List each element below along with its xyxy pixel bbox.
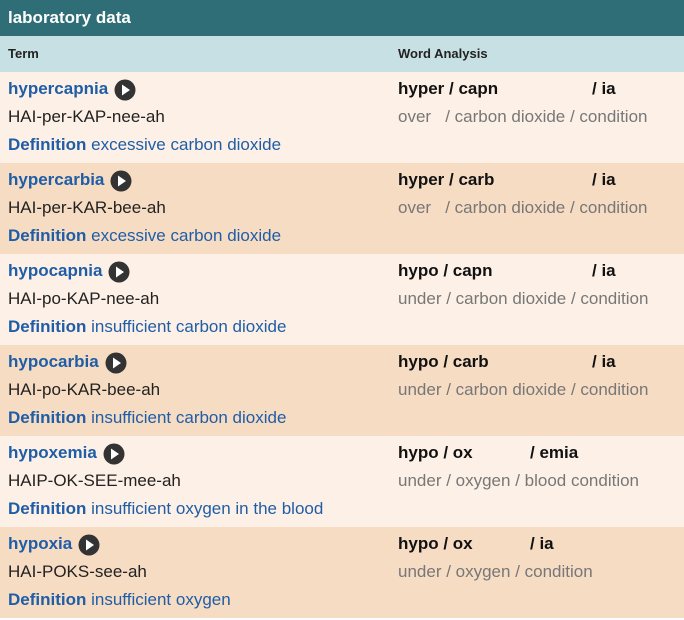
definition-text: excessive carbon dioxide <box>91 226 282 245</box>
definition-label: Definition <box>8 408 87 427</box>
table-row: hypercapnia HAI-per-KAP-nee-ah Definition … <box>0 72 684 163</box>
word-part: hypo / ox <box>398 443 473 462</box>
pronunciation: HAI-POKS-see-ah <box>8 562 147 581</box>
play-button[interactable] <box>105 352 127 374</box>
meaning: under / oxygen / condition <box>398 562 593 581</box>
play-button[interactable] <box>108 261 130 283</box>
definition: Definition excessive carbon dioxide <box>8 135 281 155</box>
definition: Definition excessive carbon dioxide <box>8 226 281 246</box>
column-title: Term <box>8 46 39 61</box>
term[interactable]: hypoxia <box>8 534 73 553</box>
play-button[interactable] <box>103 443 125 465</box>
table-row: hypercarbia HAI-per-KAR-bee-ah Definition … <box>0 163 684 254</box>
table-row: hypoxia HAI-POKS-see-ah Definition insuffi… <box>0 527 684 618</box>
table-row: hypocarbia HAI-po-KAR-bee-ah Definition in… <box>0 345 684 436</box>
term[interactable]: hypercapnia <box>8 79 109 98</box>
word-part: hypo / carb <box>398 352 489 371</box>
column-title: Word Analysis <box>398 46 488 61</box>
definition-text: insufficient oxygen <box>91 590 231 609</box>
word-part: / ia <box>530 534 554 553</box>
table-row: hypoxemia HAIP-OK-SEE-mee-ah Definition in… <box>0 436 684 527</box>
definition: Definition insufficient carbon dioxide <box>8 408 286 428</box>
word-part: / ia <box>592 261 616 280</box>
title-bar: laboratory data <box>0 0 684 36</box>
pronunciation: HAIP-OK-SEE-mee-ah <box>8 471 181 490</box>
word-part: hyper / capn <box>398 79 499 98</box>
definition-label: Definition <box>8 226 87 245</box>
word-part: / ia <box>592 352 616 371</box>
definition-label: Definition <box>8 317 87 336</box>
meaning: over / carbon dioxide / condition <box>398 198 648 217</box>
pronunciation: HAI-per-KAP-nee-ah <box>8 107 165 126</box>
definition-label: Definition <box>8 135 87 154</box>
meaning: under / oxygen / blood condition <box>398 471 640 490</box>
table-row: hypocapnia HAI-po-KAP-nee-ah Definition in… <box>0 254 684 345</box>
meaning: over / carbon dioxide / condition <box>398 107 648 126</box>
pronunciation: HAI-po-KAP-nee-ah <box>8 289 160 308</box>
pronunciation: HAI-po-KAR-bee-ah <box>8 380 161 399</box>
meaning: under / carbon dioxide / condition <box>398 380 649 399</box>
definition: Definition insufficient oxygen in the bl… <box>8 499 323 519</box>
term[interactable]: hypercarbia <box>8 170 105 189</box>
word-part: hyper / carb <box>398 170 495 189</box>
definition-text: insufficient carbon dioxide <box>91 317 287 336</box>
column-header: Term Word Analysis <box>0 36 684 72</box>
word-part: / ia <box>592 79 616 98</box>
definition: Definition insufficient oxygen <box>8 590 231 610</box>
word-part: / emia <box>530 443 579 462</box>
definition-label: Definition <box>8 590 87 609</box>
term[interactable]: hypocarbia <box>8 352 99 371</box>
play-button[interactable] <box>114 79 136 101</box>
word-part: hypo / ox <box>398 534 473 553</box>
rows: hypercapnia HAI-per-KAP-nee-ah Definition … <box>0 72 684 618</box>
play-button[interactable] <box>78 534 100 556</box>
definition-label: Definition <box>8 499 87 518</box>
play-button[interactable] <box>110 170 132 192</box>
definition-text: insufficient carbon dioxide <box>91 408 287 427</box>
definition: Definition insufficient carbon dioxide <box>8 317 286 337</box>
pronunciation: HAI-per-KAR-bee-ah <box>8 198 166 217</box>
definition-text: excessive carbon dioxide <box>91 135 282 154</box>
meaning: under / carbon dioxide / condition <box>398 289 649 308</box>
term[interactable]: hypocapnia <box>8 261 103 280</box>
definition-text: insufficient oxygen in the blood <box>91 499 324 518</box>
term[interactable]: hypoxemia <box>8 443 97 462</box>
word-part: hypo / capn <box>398 261 493 280</box>
word-part: / ia <box>592 170 616 189</box>
